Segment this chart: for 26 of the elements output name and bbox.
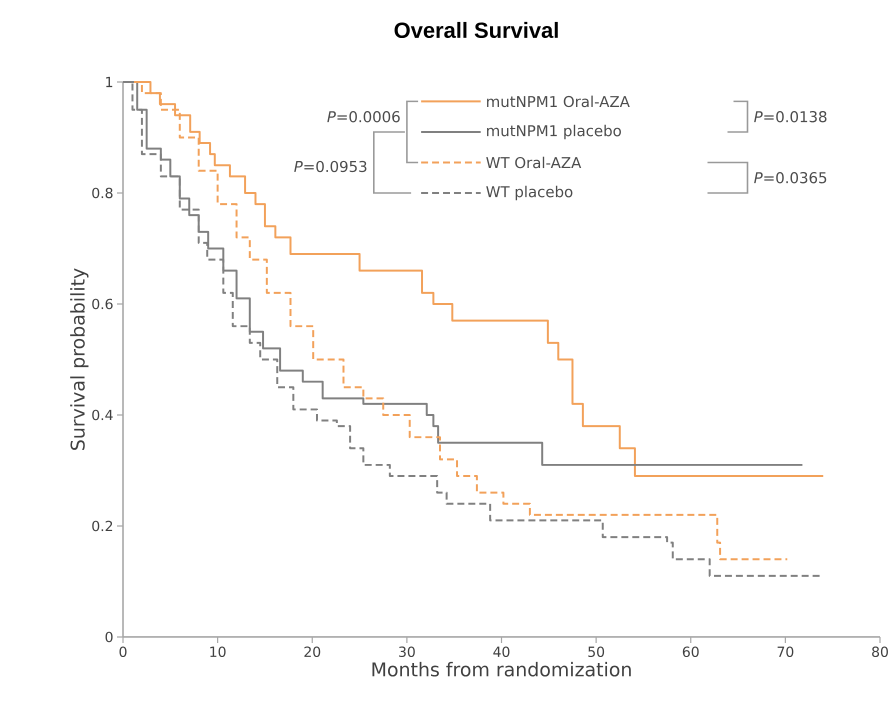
x-tick-label: 70 — [778, 646, 794, 658]
x-axis-title: Months from randomization — [372, 662, 631, 677]
x-tick-label: 80 — [872, 646, 888, 658]
y-tick-label: 0.6 — [92, 298, 113, 310]
chart-title: Overall Survival — [394, 22, 558, 38]
x-tick-label: 40 — [493, 646, 510, 658]
legend-label: mutNPM1 Oral-AZA — [487, 96, 630, 108]
x-tick-label: 0 — [119, 646, 127, 658]
x-tick-label: 20 — [304, 646, 320, 658]
legend-label: WT Oral-AZA — [486, 156, 582, 168]
x-tick-label: 50 — [588, 646, 604, 658]
y-axis-title: Survival probability — [70, 268, 88, 450]
x-tick-label: 30 — [399, 646, 415, 658]
y-tick-label: 0.2 — [92, 520, 112, 532]
x-tick-label: 10 — [210, 646, 226, 658]
y-tick-label: 0.8 — [92, 188, 113, 198]
annotation: P=0.0006 — [327, 111, 400, 122]
y-tick-label: 0.4 — [92, 410, 113, 420]
annotation: P=0.0365 — [754, 172, 826, 184]
x-tick-label: 60 — [682, 646, 699, 658]
y-tick-label: 1 — [106, 76, 112, 88]
annotation: P=0.0953 — [294, 160, 366, 172]
legend-label: WT placebo — [486, 186, 572, 200]
annotation: P=0.0138 — [754, 111, 826, 122]
y-tick-label: 0 — [106, 632, 113, 642]
legend-label: mutNPM1 placebo — [487, 124, 621, 140]
